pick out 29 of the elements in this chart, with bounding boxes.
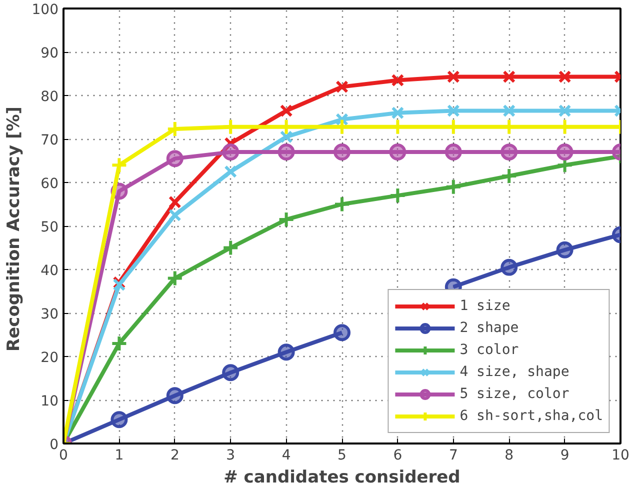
y-tick-label: 0 [50, 437, 59, 453]
x-tick-label: 8 [504, 448, 514, 464]
x-tick-label: 3 [226, 448, 236, 464]
y-tick-label: 100 [32, 2, 59, 18]
x-tick-label: 1 [114, 448, 124, 464]
y-tick-label: 40 [40, 263, 59, 279]
x-tick-label: 7 [448, 448, 458, 464]
legend-label: 3 color [460, 342, 519, 358]
x-tick-label: 9 [560, 448, 570, 464]
legend-label: 1 size [460, 298, 510, 314]
x-axis-title: # candidates considered [224, 468, 460, 488]
y-axis-title: Recognition Accuracy [%] [4, 106, 24, 352]
y-tick-label: 10 [40, 394, 59, 410]
y-tick-label: 30 [40, 306, 59, 322]
y-tick-label: 70 [40, 132, 59, 148]
y-tick-label: 20 [40, 350, 59, 366]
x-tick-label: 6 [393, 448, 402, 464]
x-tick-label: 2 [170, 448, 180, 464]
legend-label: 2 shape [460, 320, 519, 336]
legend-label: 5 size, color [460, 386, 570, 402]
y-tick-label: 60 [40, 176, 59, 192]
x-tick-label: 4 [282, 448, 291, 464]
y-tick-label: 90 [40, 46, 59, 62]
y-tick-label: 50 [40, 220, 59, 236]
x-tick-label: 5 [338, 448, 346, 464]
legend-label: 4 size, shape [460, 364, 570, 380]
legend-label: 6 sh-sort,sha,col [460, 408, 603, 424]
y-tick-label: 80 [40, 89, 59, 105]
x-tick-label: 10 [612, 448, 630, 464]
